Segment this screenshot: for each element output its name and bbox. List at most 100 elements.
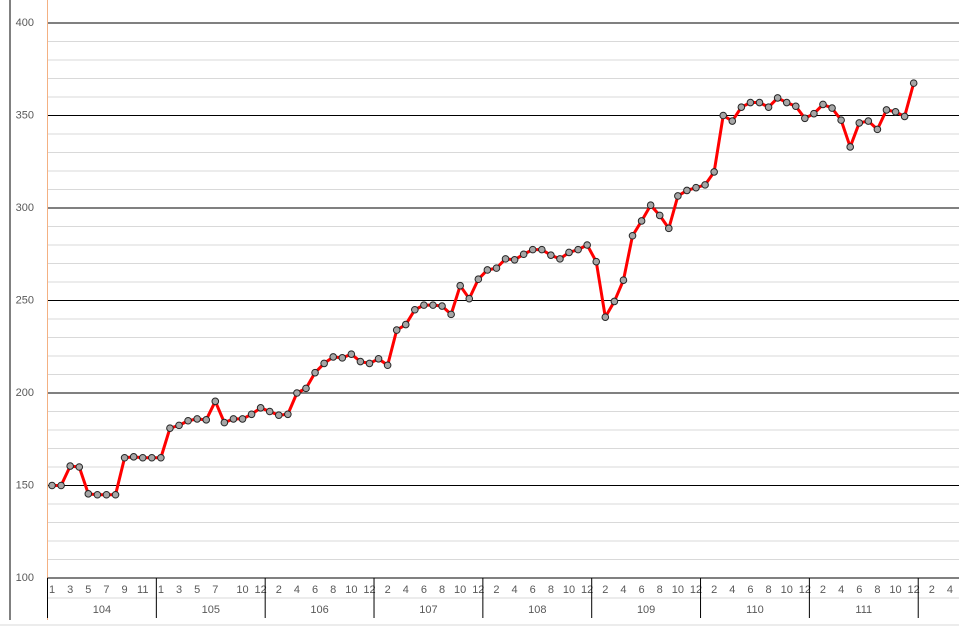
point-marker (601, 313, 610, 321)
point-marker (302, 384, 310, 393)
point-marker (556, 255, 564, 263)
point-marker (220, 418, 229, 427)
x-tick-label: 2 (602, 584, 608, 596)
point-marker (637, 217, 646, 225)
group-label: 105 (202, 604, 220, 616)
x-tick-label: 5 (194, 584, 200, 596)
point-marker (338, 354, 347, 362)
point-marker (828, 104, 836, 112)
point-marker (456, 281, 464, 290)
point-marker (102, 490, 111, 499)
point-marker (138, 453, 147, 462)
x-tick-label: 12 (799, 584, 811, 596)
x-tick-label: 10 (236, 584, 248, 596)
x-tick-label: 11 (137, 584, 148, 596)
group-label: 108 (528, 604, 546, 616)
point-marker (628, 231, 637, 240)
x-tick-label: 1 (49, 584, 55, 596)
x-tick-label: 12 (690, 584, 702, 596)
x-tick-label: 8 (548, 584, 554, 596)
x-tick-label: 12 (472, 584, 484, 596)
x-tick-label: 10 (781, 584, 793, 596)
point-marker (329, 353, 338, 361)
point-marker (574, 245, 582, 254)
point-marker (265, 407, 274, 416)
x-tick-label: 12 (908, 584, 920, 596)
point-marker (311, 368, 319, 377)
point-marker (801, 114, 809, 123)
point-marker (48, 481, 56, 490)
x-tick-label: 10 (672, 584, 684, 596)
point-marker (175, 421, 183, 430)
y-tick-label: 200 (16, 387, 34, 399)
x-tick-label: 8 (439, 584, 445, 596)
x-tick-label: 1 (158, 584, 164, 596)
y-tick-label: 150 (16, 479, 34, 491)
x-tick-label: 6 (747, 584, 753, 596)
group-label: 109 (637, 604, 655, 616)
point-marker (674, 192, 682, 200)
point-marker (746, 98, 755, 107)
x-tick-label: 6 (639, 584, 645, 596)
point-marker (438, 302, 446, 310)
y-tick-label: 300 (16, 202, 34, 214)
x-tick-label: 4 (403, 584, 409, 596)
point-marker (374, 354, 383, 363)
point-marker (891, 108, 900, 116)
point-marker (392, 326, 401, 334)
group-label: 106 (310, 604, 328, 616)
x-tick-label: 3 (67, 584, 73, 596)
x-tick-label: 8 (874, 584, 880, 596)
point-marker (855, 119, 864, 127)
point-marker (728, 117, 737, 125)
x-tick-label: 4 (729, 584, 735, 596)
x-tick-label: 4 (294, 584, 300, 596)
point-marker (483, 266, 492, 274)
point-marker (882, 106, 891, 114)
point-marker (157, 453, 165, 462)
x-tick-label: 4 (838, 584, 844, 596)
point-marker (655, 211, 664, 220)
point-marker (465, 294, 474, 303)
point-marker (202, 416, 211, 424)
point-marker (429, 301, 437, 309)
x-tick-label: 10 (889, 584, 901, 596)
point-marker (510, 256, 519, 264)
point-marker (57, 481, 65, 490)
point-marker (873, 125, 882, 134)
point-marker (701, 181, 709, 189)
point-marker (610, 297, 619, 306)
point-marker (420, 301, 428, 309)
point-marker (683, 186, 691, 195)
x-tick-label: 6 (856, 584, 862, 596)
point-marker (846, 143, 854, 151)
x-tick-label: 12 (363, 584, 375, 596)
x-tick-label: 6 (312, 584, 318, 596)
point-marker (810, 109, 818, 118)
point-marker (383, 361, 392, 370)
point-marker (764, 103, 773, 111)
point-marker (592, 257, 601, 266)
point-marker (193, 415, 201, 423)
point-marker (229, 415, 238, 423)
point-marker (900, 112, 909, 121)
point-marker (120, 453, 129, 462)
group-label: 104 (93, 604, 111, 616)
point-marker (547, 251, 555, 259)
x-tick-label: 10 (454, 584, 466, 596)
x-tick-label: 8 (330, 584, 336, 596)
x-tick-label: 7 (103, 584, 109, 596)
y-tick-label: 350 (16, 109, 34, 121)
point-marker (347, 350, 356, 358)
point-marker (411, 305, 419, 314)
point-marker (256, 404, 265, 412)
x-tick-label: 2 (276, 584, 282, 596)
point-marker (84, 490, 93, 498)
x-tick-label: 2 (820, 584, 826, 596)
point-marker (664, 224, 673, 233)
point-marker (819, 100, 827, 109)
point-marker (837, 116, 845, 124)
point-marker (184, 416, 192, 425)
group-label: 107 (419, 604, 437, 616)
point-marker (247, 410, 256, 419)
